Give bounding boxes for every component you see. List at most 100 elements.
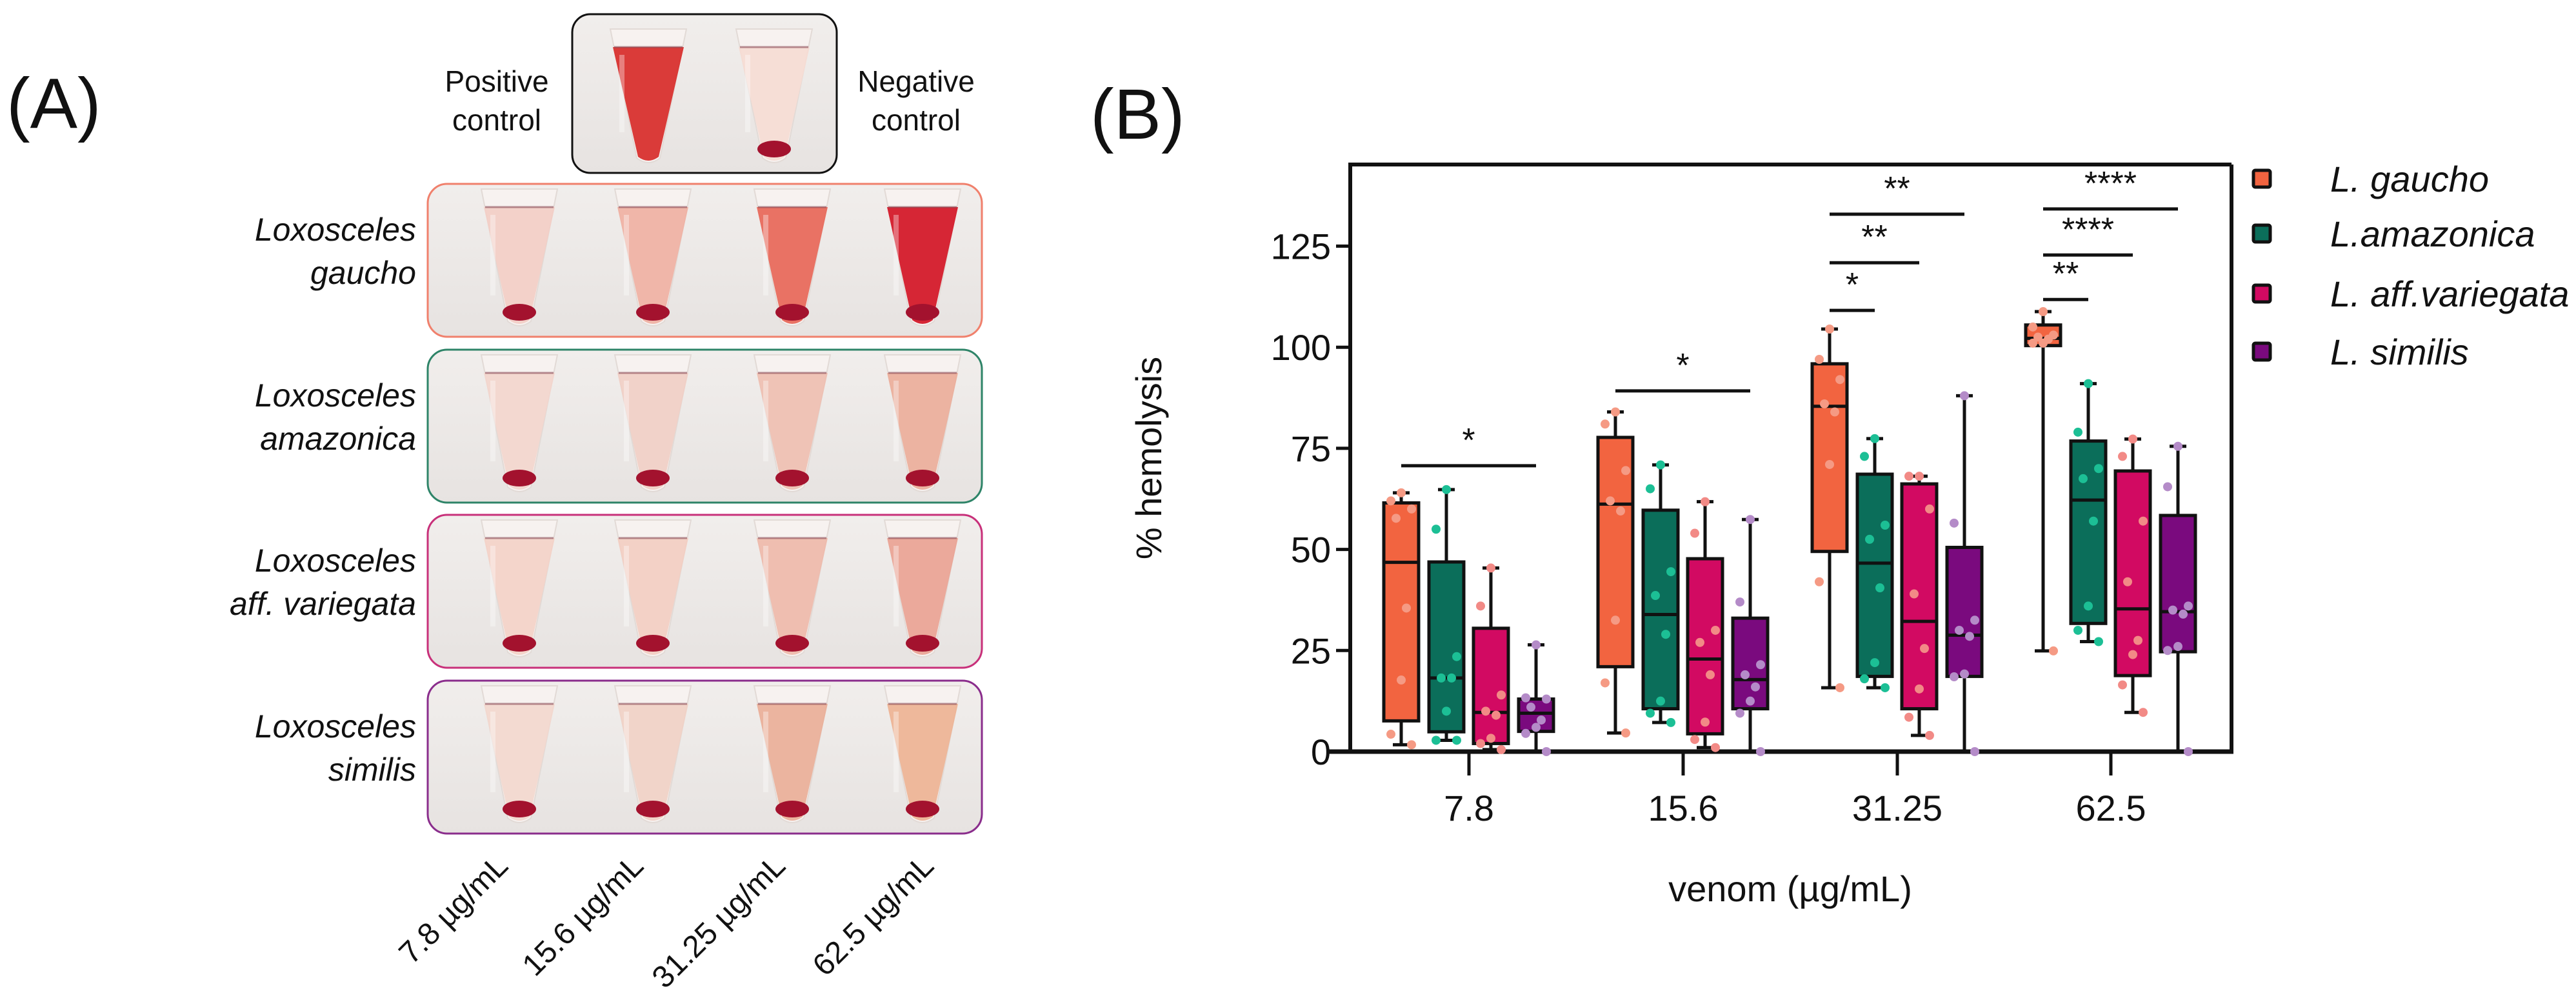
data-point <box>1611 615 1620 625</box>
data-point <box>1492 710 1501 720</box>
cell-pellet <box>906 470 939 486</box>
data-point <box>1701 717 1710 727</box>
box-iqr <box>1427 560 1466 734</box>
data-point <box>1621 728 1630 738</box>
box-iqr <box>1641 508 1680 711</box>
data-point <box>1537 715 1546 725</box>
data-point <box>1904 712 1913 722</box>
tube-liquid <box>739 47 810 161</box>
data-point <box>2184 601 2193 611</box>
data-point <box>1606 496 1615 506</box>
data-point <box>2173 642 2182 652</box>
x-tick-label: 7.8 <box>1444 788 1494 828</box>
box-iqr <box>1900 482 1939 711</box>
legend-item: L. gaucho <box>2252 159 2489 199</box>
significance-label: * <box>1846 266 1859 304</box>
data-point <box>1666 717 1675 727</box>
cell-pellet <box>775 635 809 652</box>
data-point <box>1881 683 1890 692</box>
box-iqr <box>1810 362 1849 554</box>
data-point <box>1486 734 1495 743</box>
data-point <box>1476 601 1485 611</box>
legend-label: L.amazonica <box>2330 214 2535 254</box>
significance-label: * <box>1676 347 1689 385</box>
box-iqr <box>1596 435 1635 668</box>
cell-pellet <box>636 801 670 817</box>
cell-pellet <box>906 304 939 321</box>
data-point <box>1397 488 1406 497</box>
tube-liquid <box>617 207 688 324</box>
concentration-label: 7.8 µg/mL <box>393 848 515 970</box>
cell-pellet <box>503 304 536 321</box>
data-point <box>1910 589 1919 599</box>
data-point <box>1690 735 1699 745</box>
legend-item: L. aff.variegata <box>2252 274 2569 314</box>
positive-control-label-2: control <box>452 103 541 137</box>
sample-tube <box>883 685 962 823</box>
sample-tube <box>480 354 559 492</box>
data-point <box>2084 601 2093 611</box>
sample-tube <box>753 519 832 657</box>
tube-liquid <box>757 538 828 655</box>
y-tick-label: 25 <box>1291 630 1331 671</box>
box-plot <box>1810 324 1849 692</box>
box-plot <box>2024 307 2062 655</box>
data-point <box>1701 497 1710 506</box>
data-point <box>2028 322 2037 332</box>
box-plot <box>1382 488 1421 750</box>
positive-control-tube <box>609 28 688 163</box>
cell-pellet <box>636 470 670 486</box>
tube-liquid <box>484 207 555 324</box>
data-point <box>1386 496 1395 506</box>
cell-pellet <box>636 635 670 652</box>
data-point <box>2163 482 2172 492</box>
species-row-frame <box>426 679 983 835</box>
box-plot <box>1945 391 1984 756</box>
data-point <box>1870 658 1879 668</box>
sample-tube <box>883 354 962 492</box>
cell-pellet <box>775 304 809 321</box>
sample-tube <box>480 685 559 823</box>
data-point <box>1756 660 1765 670</box>
data-point <box>2163 646 2172 655</box>
data-point <box>1925 730 1934 740</box>
data-point <box>2028 338 2037 348</box>
box-iqr <box>1945 545 1984 678</box>
cell-pellet <box>636 304 670 321</box>
tube-liquid <box>613 47 684 161</box>
species-genus-label: Loxosceles <box>255 543 416 579</box>
data-point <box>1521 728 1530 738</box>
data-point <box>1751 682 1760 692</box>
y-tick-label: 0 <box>1311 732 1331 772</box>
data-point <box>1690 528 1699 538</box>
data-point <box>2173 441 2182 451</box>
legend-swatch <box>2252 283 2272 304</box>
data-point <box>2184 747 2193 756</box>
data-point <box>1735 597 1744 607</box>
data-point <box>1497 745 1506 754</box>
data-point <box>1950 672 1959 682</box>
data-point <box>1711 625 1720 635</box>
data-point <box>1542 694 1551 704</box>
data-point <box>2139 708 2148 717</box>
data-point <box>1486 563 1495 573</box>
data-point <box>1481 706 1490 716</box>
data-point <box>1386 730 1395 739</box>
data-point <box>1825 459 1834 469</box>
species-name-label: amazonica <box>260 421 416 457</box>
legend-label: L. aff.variegata <box>2330 274 2569 314</box>
concentration-label: 31.25 µg/mL <box>646 848 792 995</box>
sample-tube <box>480 519 559 657</box>
data-point <box>1830 407 1839 417</box>
legend-item: L. similis <box>2252 332 2469 372</box>
sample-tube <box>614 354 692 492</box>
species-genus-label: Loxosceles <box>255 708 416 745</box>
data-point <box>2084 379 2093 388</box>
data-point <box>1532 723 1541 732</box>
box-plot <box>1731 515 1770 756</box>
data-point <box>1706 670 1715 679</box>
data-point <box>1835 375 1844 385</box>
y-tick-label: 125 <box>1271 226 1331 267</box>
data-point <box>2179 609 2188 619</box>
data-point <box>1756 747 1765 756</box>
